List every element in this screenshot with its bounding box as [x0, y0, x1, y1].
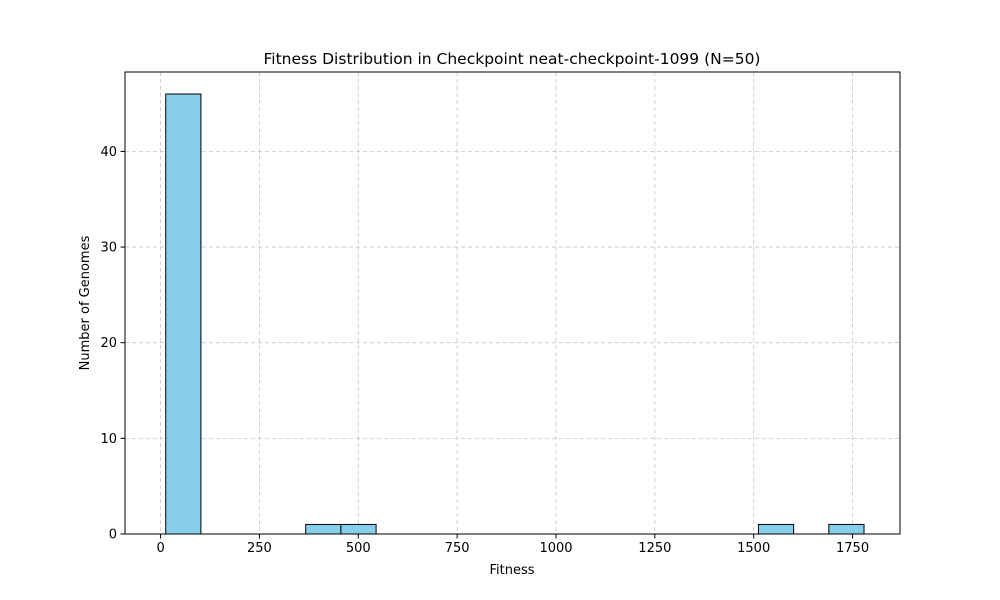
y-tick-label: 20 — [100, 336, 117, 351]
histogram-bar — [340, 523, 377, 535]
y-axis-label: Number of Genomes — [78, 235, 93, 370]
chart-title: Fitness Distribution in Checkpoint neat-… — [264, 50, 761, 68]
y-tick-label: 30 — [100, 241, 117, 256]
histogram-bars — [165, 93, 865, 535]
x-tick-label: 500 — [346, 541, 371, 556]
y-tick-label: 0 — [109, 528, 117, 543]
y-axis-ticks: 0 10 20 30 40 — [100, 145, 125, 543]
plot-area-frame — [124, 71, 901, 535]
y-tick-label: 10 — [100, 432, 117, 447]
x-tick-label: 1000 — [539, 541, 572, 556]
x-axis-ticks: 0 250 500 750 1000 1250 1500 1750 — [156, 534, 869, 556]
histogram-bar — [305, 523, 342, 535]
grid-lines — [125, 72, 900, 535]
x-axis-label: Fitness — [489, 563, 534, 578]
histogram-bar — [165, 93, 202, 535]
x-tick-label: 250 — [247, 541, 272, 556]
histogram-bar — [757, 523, 795, 535]
x-tick-label: 750 — [445, 541, 470, 556]
x-tick-label: 1250 — [638, 541, 671, 556]
x-tick-label: 1750 — [836, 541, 869, 556]
y-tick-label: 40 — [100, 145, 117, 160]
histogram-bar — [828, 523, 865, 535]
x-tick-label: 0 — [156, 541, 164, 556]
x-tick-label: 1500 — [737, 541, 770, 556]
